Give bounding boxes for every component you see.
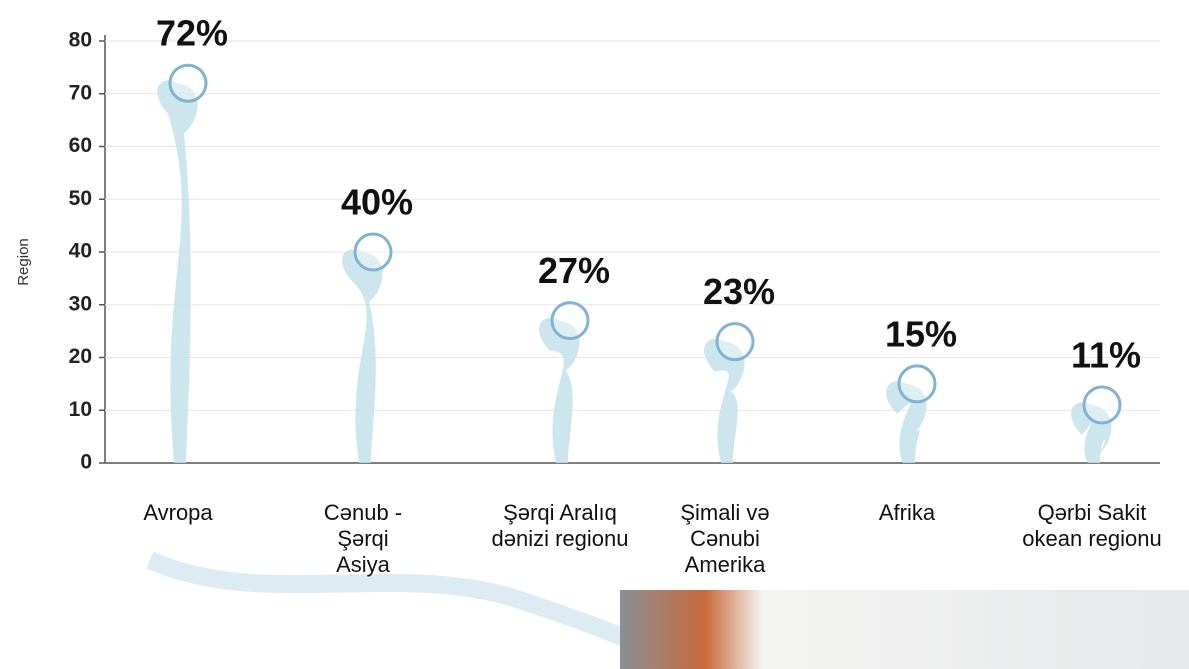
x-tick-label: Şərqi Aralıq dənizi regionu — [491, 500, 629, 551]
value-marker — [1082, 385, 1122, 425]
value-label: 11% — [1071, 334, 1141, 375]
smoke — [157, 80, 198, 463]
y-tick-label: 50 — [69, 187, 92, 210]
y-tick-label: 20 — [69, 345, 92, 368]
value-marker — [168, 63, 208, 103]
value-label: 27% — [538, 250, 610, 291]
value-marker — [550, 301, 590, 341]
value-marker — [353, 232, 393, 272]
value-marker — [897, 364, 937, 404]
value-label: 23% — [703, 271, 775, 312]
value-marker — [715, 322, 755, 362]
y-axis-label: Region — [15, 238, 32, 286]
smoke — [1071, 402, 1112, 463]
value-label: 40% — [341, 182, 413, 223]
y-tick-label: 60 — [69, 134, 92, 157]
y-tick-label: 40 — [69, 240, 92, 263]
x-tick-label: Cənub - Şərqi Asiya — [323, 500, 403, 577]
y-tick-label: 10 — [69, 398, 92, 421]
x-tick-label: Avropa — [143, 500, 213, 525]
x-tick-label: Qərbi Sakit okean regionu — [1022, 500, 1162, 551]
x-tick-label: Şimali və Cənubi Amerika — [680, 500, 770, 577]
y-tick-label: 0 — [80, 451, 92, 474]
smoke — [539, 317, 580, 463]
smoke — [704, 339, 745, 463]
y-tick-label: 70 — [69, 81, 92, 104]
value-label: 15% — [885, 313, 957, 354]
y-tick-label: 30 — [69, 292, 92, 315]
cigarette — [620, 590, 1189, 669]
y-tick-label: 80 — [69, 29, 92, 52]
x-tick-label: Afrika — [878, 500, 936, 525]
smoke — [342, 249, 383, 463]
value-label: 72% — [156, 13, 228, 54]
